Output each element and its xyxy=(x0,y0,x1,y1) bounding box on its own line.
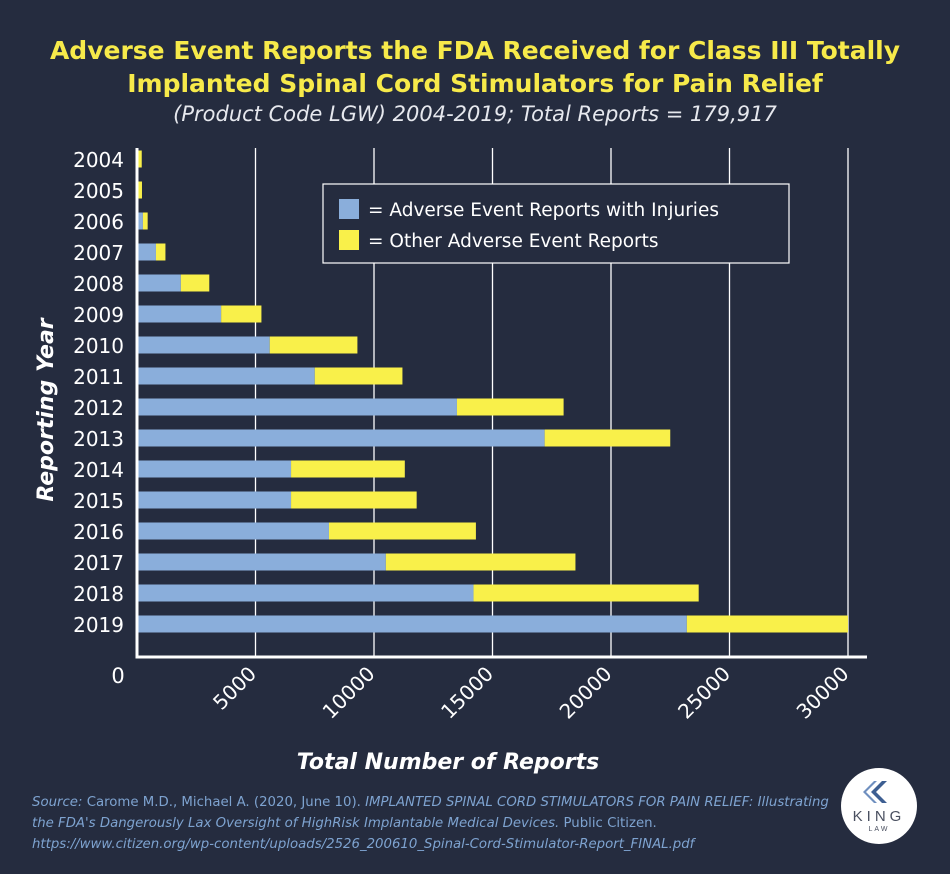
king-chevron-icon xyxy=(863,781,887,803)
source-label: Source: xyxy=(32,795,83,810)
y-tick-2013: 2013 xyxy=(73,427,124,451)
bar-2010-other xyxy=(269,336,358,354)
y-tick-2017: 2017 xyxy=(73,551,124,575)
y-tick-2018: 2018 xyxy=(73,582,124,606)
y-tick-2004: 2004 xyxy=(73,148,124,172)
y-tick-2007: 2007 xyxy=(73,241,124,265)
logo-sub: LAW xyxy=(868,826,890,833)
bar-2006-other xyxy=(142,212,148,230)
bar-2014-other xyxy=(291,460,405,478)
bar-2017-other xyxy=(385,553,576,571)
bar-2018-injuries xyxy=(137,584,474,602)
bar-2006-injuries xyxy=(137,212,143,230)
bar-2009-injuries xyxy=(137,305,222,323)
bar-2012-other xyxy=(456,398,564,416)
y-tick-2012: 2012 xyxy=(73,396,124,420)
chart-title-line-2: Implanted Spinal Cord Stimulators for Pa… xyxy=(127,69,823,98)
bar-2013-injuries xyxy=(137,429,545,447)
x-tick-30000: 30000 xyxy=(792,662,854,724)
legend-label-other: = Other Adverse Event Reports xyxy=(368,231,659,252)
bar-2012-injuries xyxy=(137,398,457,416)
bar-2010-injuries xyxy=(137,336,270,354)
bar-2004-other xyxy=(138,150,142,168)
y-tick-2011: 2011 xyxy=(73,365,124,389)
bar-2014-injuries xyxy=(137,460,292,478)
king-law-logo: KING LAW xyxy=(841,768,917,844)
bar-2011-injuries xyxy=(137,367,315,385)
logo-name: KING xyxy=(852,808,906,825)
x-tick-20000: 20000 xyxy=(555,662,617,724)
x-tick-5000: 5000 xyxy=(208,662,261,715)
legend-swatch-injuries xyxy=(339,199,359,219)
x-axis-title: Total Number of Reports xyxy=(297,750,599,775)
y-tick-2015: 2015 xyxy=(73,489,124,513)
bar-2008-other xyxy=(180,274,210,292)
x-tick-15000: 15000 xyxy=(436,662,498,724)
y-tick-2019: 2019 xyxy=(73,613,124,637)
legend-box xyxy=(322,183,790,264)
chart-title-line-1: Adverse Event Reports the FDA Received f… xyxy=(49,36,901,65)
source-author: Carome M.D., Michael A. (2020, June 10). xyxy=(86,795,361,810)
y-tick-2014: 2014 xyxy=(73,458,124,482)
bar-2015-injuries xyxy=(137,491,292,509)
x-tick-zero: 0 xyxy=(111,664,124,688)
y-tick-2008: 2008 xyxy=(73,272,124,296)
bar-2019-other xyxy=(686,615,848,633)
bar-2007-other xyxy=(155,243,166,261)
bar-2018-other xyxy=(473,584,699,602)
y-tick-2016: 2016 xyxy=(73,520,124,544)
y-tick-2005: 2005 xyxy=(73,179,124,203)
bar-2005-other xyxy=(138,181,142,199)
chart-subtitle: (Product Code LGW) 2004-2019; Total Repo… xyxy=(173,102,777,126)
bar-2009-other xyxy=(221,305,262,323)
bar-2013-other xyxy=(544,429,671,447)
legend-label-injuries: = Adverse Event Reports with Injuries xyxy=(368,200,719,221)
bar-2019-injuries xyxy=(137,615,687,633)
source-publisher: Public Citizen. xyxy=(563,816,657,831)
y-tick-2009: 2009 xyxy=(73,303,124,327)
bar-2017-injuries xyxy=(137,553,386,571)
source-citation: Source: Carome M.D., Michael A. (2020, J… xyxy=(32,792,832,855)
x-tick-25000: 25000 xyxy=(673,662,735,724)
y-tick-2006: 2006 xyxy=(73,210,124,234)
source-title: IMPLANTED SPINAL CORD STIMULATORS FOR PA… xyxy=(32,795,829,831)
y-axis-title: Reporting Year xyxy=(34,317,59,501)
bar-2011-other xyxy=(314,367,403,385)
bar-2015-other xyxy=(291,491,417,509)
source-url[interactable]: https://www.citizen.org/wp-content/uploa… xyxy=(32,837,695,852)
bar-2008-injuries xyxy=(137,274,181,292)
bar-2016-injuries xyxy=(137,522,329,540)
legend-swatch-other xyxy=(339,230,359,250)
bar-2007-injuries xyxy=(137,243,156,261)
bar-2016-other xyxy=(328,522,476,540)
x-tick-10000: 10000 xyxy=(318,662,380,724)
y-tick-2010: 2010 xyxy=(73,334,124,358)
